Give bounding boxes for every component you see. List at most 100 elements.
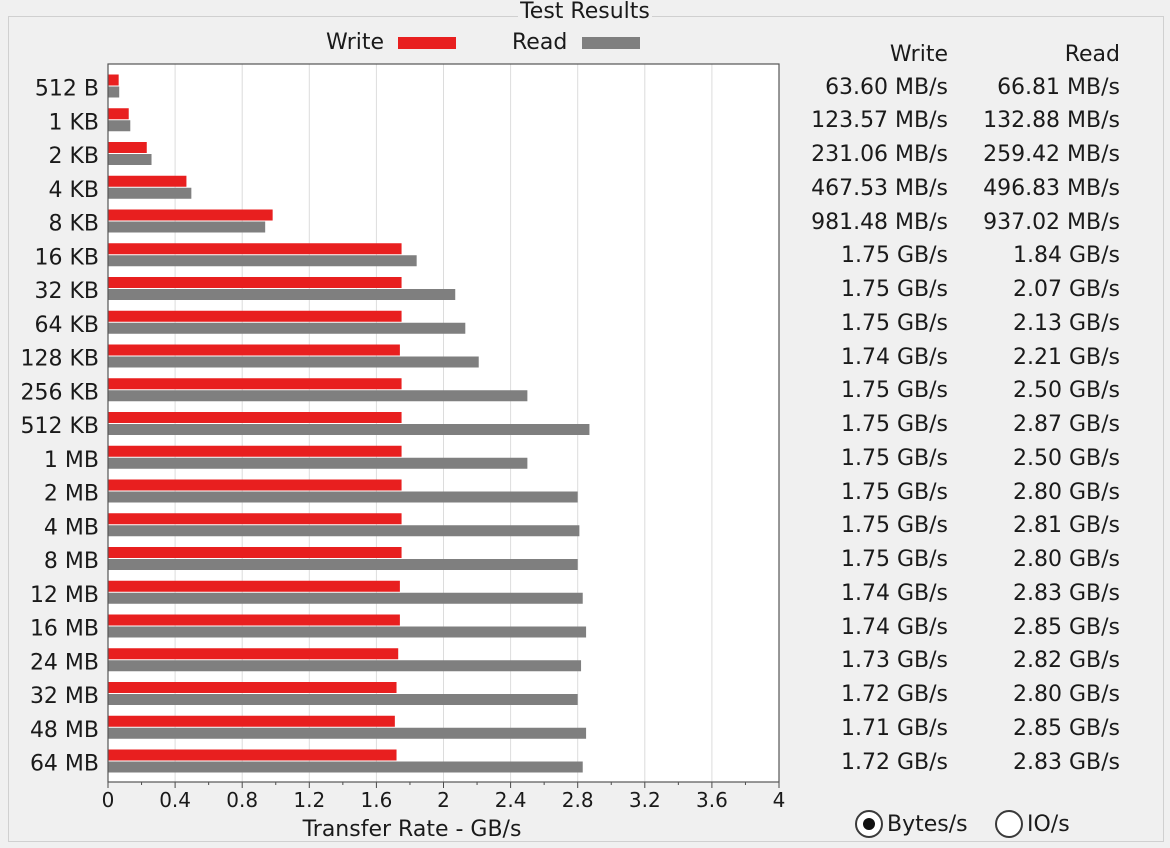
y-tick-label: 12 MB bbox=[30, 583, 99, 608]
bytes-per-second-radio[interactable]: Bytes/s bbox=[855, 808, 968, 840]
y-tick-label: 256 KB bbox=[20, 380, 99, 405]
write-bar bbox=[108, 580, 400, 592]
write-rate-cell: 1.71 GB/s bbox=[841, 715, 948, 741]
read-bar bbox=[108, 626, 587, 638]
read-rate-cell: 66.81 MB/s bbox=[997, 74, 1120, 100]
write-rate-cell: 1.74 GB/s bbox=[841, 344, 948, 370]
read-bar bbox=[108, 86, 120, 98]
read-bar bbox=[108, 424, 590, 435]
read-bar bbox=[108, 120, 131, 132]
read-bar bbox=[108, 727, 587, 739]
read-rate-cell: 259.42 MB/s bbox=[983, 142, 1120, 167]
read-rate-cell: 2.83 GB/s bbox=[1013, 580, 1120, 606]
read-rate-cell: 2.81 GB/s bbox=[1013, 513, 1120, 539]
y-tick-label: 2 KB bbox=[48, 144, 99, 169]
write-bar bbox=[108, 142, 147, 153]
read-rate-cell: 496.83 MB/s bbox=[983, 175, 1120, 201]
read-rate-cell: 2.50 GB/s bbox=[1013, 378, 1120, 404]
read-rate-cell: 132.88 MB/s bbox=[983, 108, 1120, 134]
write-bar bbox=[108, 547, 402, 558]
x-tick-label: 1.6 bbox=[360, 788, 392, 812]
read-column-header: Read bbox=[1064, 42, 1120, 67]
legend-write-swatch bbox=[398, 37, 456, 49]
write-rate-cell: 1.75 GB/s bbox=[841, 412, 948, 437]
write-bar bbox=[108, 74, 119, 86]
read-rate-cell: 2.13 GB/s bbox=[1013, 310, 1120, 336]
write-bar bbox=[108, 749, 397, 761]
read-rate-cell: 2.83 GB/s bbox=[1013, 749, 1120, 775]
x-tick-label: 4 bbox=[773, 788, 786, 812]
read-bar bbox=[108, 592, 583, 604]
x-tick-label: 0 bbox=[102, 788, 115, 812]
y-tick-label: 32 KB bbox=[34, 279, 99, 304]
write-rate-cell: 1.75 GB/s bbox=[841, 310, 948, 336]
write-rate-cell: 63.60 MB/s bbox=[825, 74, 948, 100]
write-bar bbox=[108, 277, 402, 288]
write-bar bbox=[108, 344, 400, 356]
read-rate-cell: 2.80 GB/s bbox=[1013, 479, 1120, 505]
read-bar bbox=[108, 187, 192, 199]
x-axis-label: Transfer Rate - GB/s bbox=[302, 817, 522, 842]
x-tick-label: 3.6 bbox=[696, 788, 728, 812]
read-bar bbox=[108, 221, 266, 233]
write-rate-cell: 1.75 GB/s bbox=[841, 479, 948, 505]
radio-circle[interactable] bbox=[855, 810, 883, 838]
y-tick-label: 32 MB bbox=[30, 684, 99, 709]
radio-circle[interactable] bbox=[995, 810, 1023, 838]
y-tick-label: 16 KB bbox=[34, 245, 99, 270]
write-bar bbox=[108, 715, 395, 727]
write-rate-cell: 1.75 GB/s bbox=[841, 513, 948, 539]
read-bar bbox=[108, 660, 582, 672]
read-bar bbox=[108, 457, 528, 469]
y-tick-label: 1 KB bbox=[48, 110, 99, 135]
read-rate-cell: 1.84 GB/s bbox=[1013, 243, 1120, 269]
write-bar bbox=[108, 209, 273, 221]
radio-selected-dot bbox=[863, 818, 875, 830]
io-per-second-label: IO/s bbox=[1027, 811, 1070, 837]
read-rate-cell: 937.02 MB/s bbox=[983, 209, 1120, 235]
y-tick-label: 8 KB bbox=[48, 212, 99, 237]
y-tick-label: 2 MB bbox=[44, 482, 99, 507]
legend-read-label: Read bbox=[512, 30, 568, 55]
write-bar bbox=[108, 412, 402, 423]
x-tick-label: 1.2 bbox=[293, 788, 325, 812]
write-rate-cell: 1.74 GB/s bbox=[841, 580, 948, 606]
write-rate-cell: 981.48 MB/s bbox=[811, 209, 948, 235]
io-per-second-radio[interactable]: IO/s bbox=[995, 808, 1070, 840]
x-tick-label: 2.4 bbox=[495, 788, 527, 812]
write-rate-cell: 1.74 GB/s bbox=[841, 614, 948, 640]
y-tick-label: 16 MB bbox=[30, 617, 99, 642]
plot-frame bbox=[107, 63, 780, 783]
read-bar bbox=[108, 761, 583, 773]
x-tick-label: 3.2 bbox=[629, 788, 661, 812]
read-rate-cell: 2.50 GB/s bbox=[1013, 445, 1120, 471]
write-bar bbox=[108, 108, 129, 120]
y-tick-label: 8 MB bbox=[44, 549, 99, 574]
write-rate-cell: 123.57 MB/s bbox=[811, 108, 948, 134]
read-rate-cell: 2.85 GB/s bbox=[1013, 715, 1120, 741]
read-bar bbox=[108, 491, 578, 503]
bytes-per-second-label: Bytes/s bbox=[887, 811, 968, 837]
read-bar bbox=[108, 694, 578, 705]
x-tick-label: 2 bbox=[437, 788, 450, 812]
y-tick-label: 48 MB bbox=[30, 718, 99, 743]
read-bar bbox=[108, 559, 578, 570]
x-tick-label: 2.8 bbox=[562, 788, 594, 812]
y-tick-label: 64 MB bbox=[30, 752, 99, 777]
read-rate-cell: 2.21 GB/s bbox=[1013, 344, 1120, 370]
read-bar bbox=[108, 525, 580, 537]
write-rate-cell: 467.53 MB/s bbox=[811, 175, 948, 201]
read-bar bbox=[108, 289, 456, 300]
write-rate-cell: 1.75 GB/s bbox=[841, 277, 948, 302]
write-bar bbox=[108, 479, 402, 491]
write-bar bbox=[108, 648, 399, 660]
read-bar bbox=[108, 255, 417, 267]
legend-read-swatch bbox=[582, 37, 640, 49]
read-bar bbox=[108, 390, 528, 402]
write-rate-cell: 231.06 MB/s bbox=[811, 142, 948, 167]
read-rate-cell: 2.80 GB/s bbox=[1013, 682, 1120, 707]
y-tick-label: 24 MB bbox=[30, 650, 99, 675]
y-tick-label: 128 KB bbox=[20, 347, 99, 372]
write-rate-cell: 1.72 GB/s bbox=[841, 682, 948, 707]
